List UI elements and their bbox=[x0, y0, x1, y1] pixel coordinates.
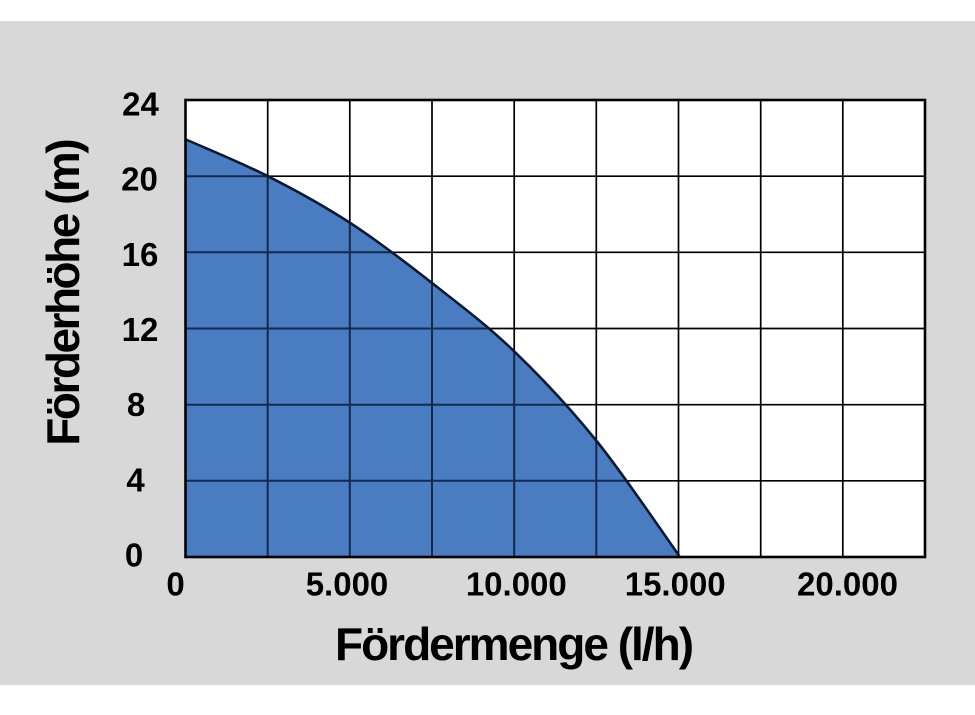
svg-text:12: 12 bbox=[122, 311, 159, 348]
svg-text:8: 8 bbox=[127, 386, 145, 423]
svg-text:0: 0 bbox=[166, 566, 184, 603]
svg-text:0: 0 bbox=[125, 536, 143, 573]
svg-text:5.000: 5.000 bbox=[306, 566, 389, 603]
svg-text:16: 16 bbox=[122, 236, 159, 273]
svg-text:Förderhöhe (m): Förderhöhe (m) bbox=[37, 140, 89, 446]
svg-text:Fördermenge (l/h): Fördermenge (l/h) bbox=[335, 618, 693, 670]
svg-text:20.000: 20.000 bbox=[797, 566, 898, 603]
svg-text:20: 20 bbox=[121, 161, 158, 198]
svg-text:15.000: 15.000 bbox=[625, 566, 726, 603]
svg-text:10.000: 10.000 bbox=[466, 566, 567, 603]
svg-text:4: 4 bbox=[126, 461, 145, 498]
svg-text:24: 24 bbox=[122, 86, 159, 123]
